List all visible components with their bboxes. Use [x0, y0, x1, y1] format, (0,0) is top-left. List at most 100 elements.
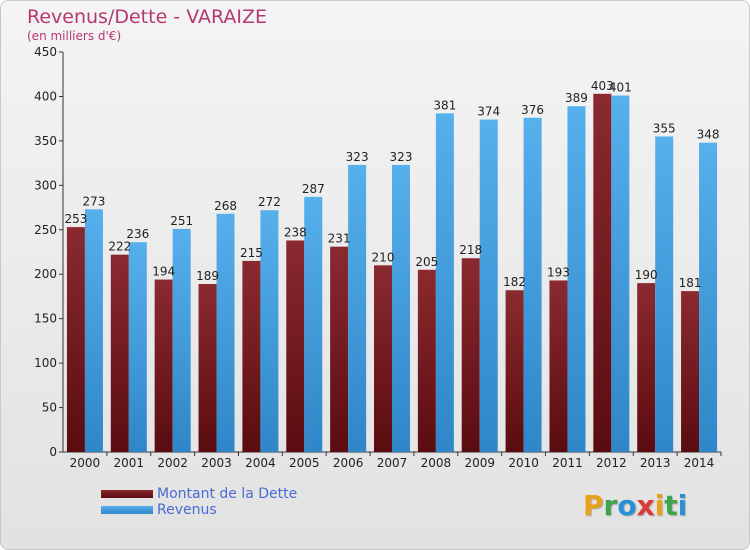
x-tick-label: 2002: [157, 456, 188, 470]
logo-letter: r: [603, 489, 618, 522]
x-tick-label: 2011: [552, 456, 583, 470]
legend-swatch-dette: [101, 490, 153, 498]
logo-letter: i: [654, 489, 665, 522]
dette-bar: [374, 265, 392, 452]
value-label: 238: [284, 225, 307, 239]
value-label: 189: [196, 269, 219, 283]
dette-bar: [505, 290, 524, 452]
value-label: 389: [565, 91, 588, 105]
value-label: 376: [521, 103, 544, 117]
proxiti-logo: Proxiti: [583, 489, 687, 522]
value-label: 273: [82, 194, 105, 208]
dette-bar: [110, 254, 129, 452]
chart-bars: [66, 93, 718, 453]
value-label: 355: [653, 121, 676, 135]
value-label: 374: [477, 105, 500, 119]
y-tick-label: 250: [34, 223, 57, 237]
dette-bar: [637, 283, 656, 452]
value-label: 401: [609, 81, 632, 95]
logo-letter: o: [617, 489, 637, 522]
logo-letter: i: [677, 489, 688, 522]
chart-title: Revenus/Dette - VARAIZE: [27, 6, 268, 28]
dette-bar: [198, 284, 217, 452]
y-tick-label: 300: [34, 178, 57, 192]
y-tick-label: 150: [34, 312, 57, 326]
value-label: 287: [302, 182, 325, 196]
revenus-bar: [699, 142, 718, 452]
value-label: 251: [170, 214, 193, 228]
dette-bar: [681, 291, 700, 452]
logo-letter: x: [636, 489, 655, 522]
value-label: 253: [64, 212, 87, 226]
value-label: 268: [214, 199, 237, 213]
revenus-bar: [392, 164, 410, 452]
y-tick-label: 450: [34, 45, 57, 59]
dette-bar: [461, 258, 480, 452]
legend-label-revenus: Revenus: [157, 502, 217, 518]
x-tick-label: 2004: [245, 456, 276, 470]
value-label: 194: [152, 265, 175, 279]
value-label: 403: [591, 79, 614, 93]
dette-bar: [286, 240, 305, 452]
dette-bar: [549, 280, 568, 452]
value-label: 210: [372, 250, 395, 264]
y-tick-label: 0: [49, 445, 57, 459]
revenus-bar: [523, 117, 542, 453]
x-tick-label: 2008: [421, 456, 452, 470]
x-tick-label: 2014: [684, 456, 715, 470]
value-label: 348: [697, 128, 720, 142]
y-tick-label: 200: [34, 267, 57, 281]
revenus-bar: [611, 95, 630, 453]
value-label: 193: [547, 265, 570, 279]
x-tick-label: 2010: [508, 456, 539, 470]
y-tick-label: 350: [34, 134, 57, 148]
revenus-bar: [348, 164, 367, 452]
value-label: 323: [346, 150, 369, 164]
value-label: 218: [459, 243, 482, 257]
value-label: 272: [258, 195, 281, 209]
y-tick-label: 100: [34, 356, 57, 370]
value-label: 190: [635, 268, 658, 282]
dette-bar: [330, 246, 349, 452]
dette-bar: [593, 93, 612, 453]
y-tick-label: 50: [42, 401, 57, 415]
revenus-bar: [260, 210, 279, 452]
dette-bar: [242, 260, 261, 452]
revenus-bar: [216, 213, 235, 452]
value-label: 222: [108, 240, 131, 254]
logo-letter: P: [583, 489, 604, 522]
x-tick-label: 2006: [333, 456, 364, 470]
x-tick-label: 2009: [464, 456, 495, 470]
dette-bar: [417, 269, 436, 452]
revenus-bar: [435, 113, 454, 452]
revenus-bar: [479, 119, 498, 453]
x-tick-label: 2001: [114, 456, 145, 470]
revenus-bar: [84, 209, 103, 452]
revenus-bar: [172, 228, 191, 452]
revenus-bar: [128, 242, 147, 452]
value-label: 182: [503, 275, 526, 289]
revenus-bar: [304, 196, 323, 452]
value-label: 181: [679, 276, 702, 290]
x-tick-label: 2012: [596, 456, 627, 470]
revenus-bar: [567, 106, 586, 452]
legend-label-dette: Montant de la Dette: [157, 486, 298, 502]
value-label: 381: [433, 98, 456, 112]
legend-swatch-revenus: [101, 506, 153, 514]
x-tick-label: 2000: [70, 456, 101, 470]
value-label: 215: [240, 246, 263, 260]
x-tick-label: 2007: [377, 456, 408, 470]
y-tick-label: 400: [34, 89, 57, 103]
x-tick-label: 2003: [201, 456, 232, 470]
dette-bar: [66, 227, 85, 452]
value-label: 323: [390, 150, 413, 164]
revenus-bar: [655, 136, 674, 452]
value-label: 236: [126, 227, 149, 241]
logo-letter: t: [664, 489, 678, 522]
x-tick-label: 2005: [289, 456, 320, 470]
value-label: 205: [415, 255, 438, 269]
dette-bar: [154, 279, 173, 452]
